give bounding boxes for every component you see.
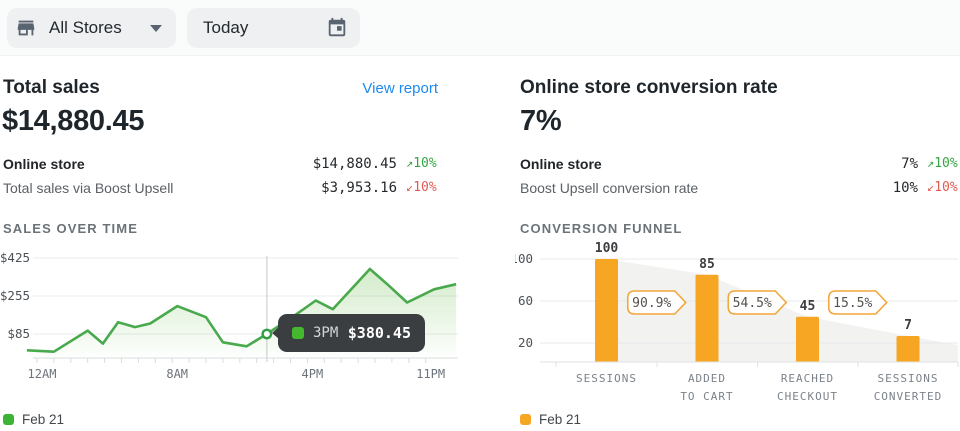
conversion-rate-value: 7% — [520, 105, 562, 137]
funnel-shadow-area — [606, 259, 958, 362]
svg-text:4PM: 4PM — [302, 367, 324, 381]
up-arrow-icon: ↗ — [406, 156, 414, 170]
funnel-legend-label: Feb 21 — [539, 412, 582, 427]
metric-label-online-store-cr: Online store — [520, 156, 602, 172]
funnel-bar-3[interactable] — [896, 336, 920, 362]
svg-text:$85: $85 — [7, 326, 30, 341]
metric-label-boost-upsell: Total sales via Boost Upsell — [3, 180, 174, 196]
metric-value-boost-upsell: $3,953.16 — [321, 180, 397, 196]
total-sales-value: $14,880.45 — [2, 105, 145, 137]
svg-text:CONVERTED: CONVERTED — [874, 390, 943, 403]
delta-boost-cr: ↙10% — [927, 180, 958, 195]
down-arrow-icon: ↙ — [927, 180, 935, 194]
svg-text:$425: $425 — [0, 250, 30, 265]
tooltip-time: 3PM — [313, 325, 339, 341]
svg-text:45: 45 — [800, 299, 816, 314]
sales-line[interactable] — [26, 267, 457, 354]
svg-text:60: 60 — [518, 293, 533, 308]
funnel-bar-1[interactable] — [695, 274, 719, 362]
total-sales-title: Total sales — [3, 77, 100, 98]
sales-over-time-label: SALES OVER TIME — [3, 221, 138, 236]
hover-point[interactable] — [261, 328, 273, 340]
down-arrow-icon: ↙ — [406, 180, 414, 194]
svg-text:85: 85 — [699, 257, 715, 272]
delta-online-store-cr: ↗10% — [927, 156, 958, 171]
svg-text:8AM: 8AM — [166, 367, 188, 381]
conversion-rate-title: Online store conversion rate — [520, 77, 778, 98]
tooltip-value: $380.45 — [347, 324, 411, 342]
store-selector-label: All Stores — [49, 18, 122, 37]
drop-rate-badge-0 — [626, 290, 687, 315]
svg-text:100: 100 — [595, 241, 619, 256]
delta-online-store: ↗10% — [406, 156, 437, 171]
tooltip-series-swatch — [292, 327, 304, 339]
green-legend-swatch — [3, 414, 14, 425]
svg-text:SESSIONS: SESSIONS — [878, 372, 939, 385]
delta-boost-upsell: ↙10% — [406, 180, 437, 195]
svg-text:7: 7 — [904, 318, 912, 333]
sales-legend-label: Feb 21 — [22, 412, 65, 427]
date-selector[interactable]: Today — [187, 8, 360, 48]
conversion-funnel-chart[interactable]: 100 60 20 100 85 45 7 90.9% 54.5% 15.5% SESSIONS AD… — [515, 240, 960, 405]
sales-legend: Feb 21 — [3, 412, 64, 427]
svg-text:54.5%: 54.5% — [733, 296, 772, 311]
drop-rate-badge-2 — [827, 290, 888, 315]
funnel-bar-0[interactable] — [595, 259, 618, 362]
svg-text:12AM: 12AM — [28, 367, 57, 381]
metric-value-online-store-cr: 7% — [901, 156, 918, 172]
view-report-link[interactable]: View report — [362, 80, 438, 97]
svg-text:100: 100 — [515, 251, 533, 266]
svg-text:90.9%: 90.9% — [632, 296, 671, 311]
funnel-bar-2[interactable] — [796, 316, 819, 362]
svg-text:ADDED: ADDED — [688, 372, 726, 385]
svg-text:TO CART: TO CART — [680, 390, 733, 403]
svg-text:REACHED: REACHED — [781, 372, 834, 385]
svg-text:20: 20 — [518, 335, 533, 350]
chart-tooltip: 3PM $380.45 — [272, 314, 425, 352]
up-arrow-icon: ↗ — [927, 156, 935, 170]
topbar: All Stores Today — [0, 0, 960, 56]
storefront-icon — [15, 17, 37, 39]
drop-rate-badge-1 — [727, 290, 788, 315]
date-selector-label: Today — [203, 18, 249, 37]
chevron-down-icon — [150, 24, 162, 32]
conversion-funnel-label: CONVERSION FUNNEL — [520, 221, 683, 236]
svg-text:15.5%: 15.5% — [833, 296, 872, 311]
svg-text:$255: $255 — [0, 288, 30, 303]
metric-label-online-store: Online store — [3, 156, 85, 172]
funnel-legend: Feb 21 — [520, 412, 581, 427]
calendar-icon — [326, 17, 348, 39]
svg-text:11PM: 11PM — [416, 367, 445, 381]
metric-value-boost-cr: 10% — [892, 180, 918, 196]
orange-legend-swatch — [520, 414, 531, 425]
svg-text:SESSIONS: SESSIONS — [576, 372, 637, 385]
store-selector[interactable]: All Stores — [7, 8, 176, 48]
metric-value-online-store: $14,880.45 — [312, 156, 397, 172]
metric-label-boost-cr: Boost Upsell conversion rate — [520, 180, 699, 196]
svg-text:CHECKOUT: CHECKOUT — [777, 390, 838, 403]
